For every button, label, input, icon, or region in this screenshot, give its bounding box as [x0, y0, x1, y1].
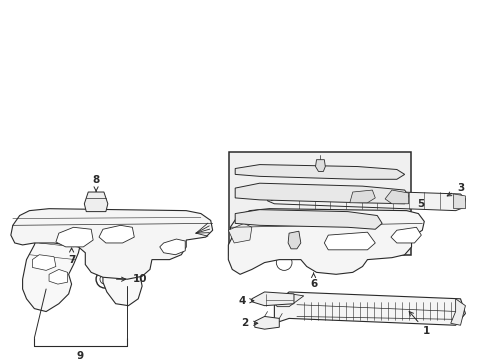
Polygon shape	[251, 292, 293, 306]
Polygon shape	[287, 231, 300, 249]
Polygon shape	[102, 213, 152, 306]
Polygon shape	[450, 299, 465, 325]
Polygon shape	[267, 188, 465, 211]
Polygon shape	[42, 210, 68, 221]
Polygon shape	[49, 269, 67, 284]
Polygon shape	[11, 209, 212, 279]
Text: 5: 5	[416, 199, 423, 209]
Polygon shape	[453, 194, 465, 209]
Circle shape	[276, 255, 291, 270]
Text: 8: 8	[92, 175, 100, 191]
Bar	[229, 152, 410, 255]
Circle shape	[123, 246, 137, 260]
Circle shape	[303, 240, 317, 254]
Polygon shape	[22, 211, 81, 311]
Circle shape	[142, 227, 158, 243]
Text: 2: 2	[241, 318, 257, 328]
Polygon shape	[228, 223, 251, 243]
Polygon shape	[254, 316, 279, 329]
Polygon shape	[384, 190, 408, 204]
Polygon shape	[324, 232, 374, 250]
Polygon shape	[228, 209, 424, 274]
Circle shape	[96, 270, 114, 288]
Circle shape	[251, 237, 263, 249]
Text: 7: 7	[68, 248, 75, 265]
Polygon shape	[56, 227, 93, 247]
Polygon shape	[84, 192, 108, 212]
Text: 10: 10	[116, 274, 146, 284]
Polygon shape	[349, 190, 374, 203]
Polygon shape	[113, 213, 144, 227]
Circle shape	[100, 274, 110, 284]
Text: 9: 9	[77, 351, 84, 360]
Polygon shape	[315, 160, 325, 171]
Circle shape	[47, 240, 57, 250]
Polygon shape	[267, 189, 281, 201]
Polygon shape	[274, 294, 303, 307]
Polygon shape	[160, 239, 185, 255]
Polygon shape	[235, 183, 408, 204]
Text: 1: 1	[408, 311, 429, 336]
Text: 3: 3	[447, 183, 463, 196]
Polygon shape	[274, 292, 465, 325]
Polygon shape	[235, 210, 381, 229]
Polygon shape	[390, 227, 421, 243]
Text: 4: 4	[238, 296, 253, 306]
Polygon shape	[32, 255, 56, 270]
Polygon shape	[235, 165, 404, 179]
Polygon shape	[99, 225, 134, 243]
Text: 6: 6	[309, 273, 317, 289]
Circle shape	[35, 223, 43, 231]
